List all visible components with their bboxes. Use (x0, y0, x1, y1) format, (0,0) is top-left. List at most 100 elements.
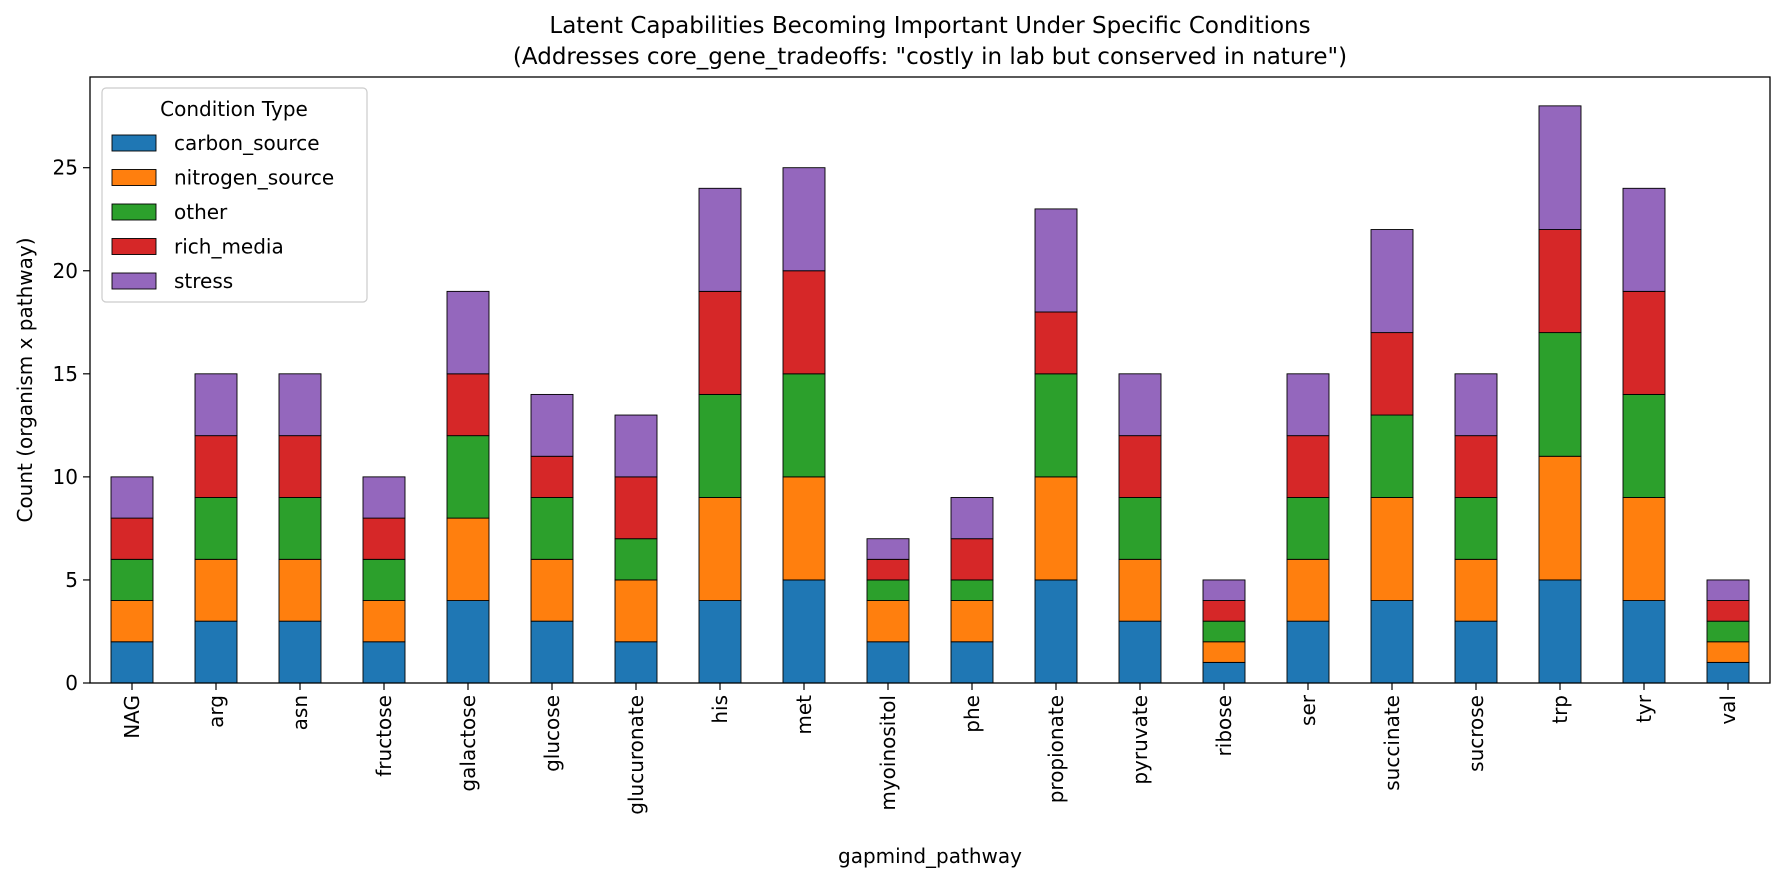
bar-segment-trp-nitrogen_source (1538, 455, 1582, 581)
x-tick-label-glucuronate: glucuronate (624, 695, 648, 815)
x-tick-label-ser: ser (1296, 694, 1320, 726)
y-tick-label-25: 25 (53, 156, 78, 180)
x-axis-ticks: NAG arg asn fructose galactose glucose glucuro… (120, 683, 1740, 815)
y-tick-label-10: 10 (53, 465, 78, 489)
bar-segment-propionate-nitrogen_source (1034, 476, 1078, 581)
bar-segment-ser-nitrogen_source (1286, 558, 1330, 622)
bar-segment-val-other (1706, 620, 1750, 643)
bar-segment-galactose-rich_media (446, 373, 490, 437)
bar-segment-myoinositol-stress (866, 538, 910, 560)
legend: Condition Type carbon_source nitrogen_sou… (101, 87, 368, 303)
bar-segment-glucuronate-rich_media (614, 476, 658, 540)
x-tick-label-phe: phe (960, 695, 984, 733)
bar-segment-trp-carbon_source (1538, 579, 1582, 684)
bar-segment-trp-rich_media (1538, 229, 1582, 334)
bar-segment-sucrose-nitrogen_source (1454, 558, 1498, 622)
bar-segment-met-stress (782, 167, 826, 272)
bar-segment-phe-stress (950, 497, 994, 540)
bar-segment-succinate-rich_media (1370, 332, 1414, 416)
bar-segment-fructose-carbon_source (362, 641, 406, 684)
y-tick-label-0: 0 (65, 671, 78, 695)
bar-segment-his-carbon_source (698, 600, 742, 684)
bar-segment-glucose-other (530, 497, 574, 560)
bar-segment-myoinositol-rich_media (866, 558, 910, 581)
y-axis-label: Count (organism x pathway) (13, 237, 37, 522)
bar-segment-NAG-rich_media (110, 517, 154, 560)
bar-segment-arg-rich_media (194, 435, 238, 498)
y-tick-label-15: 15 (53, 362, 78, 386)
bar-segment-phe-rich_media (950, 538, 994, 581)
bar-segment-ser-stress (1286, 373, 1330, 437)
y-tick-label-20: 20 (53, 259, 78, 283)
bar-segment-galactose-carbon_source (446, 600, 490, 684)
bar-segment-ribose-nitrogen_source (1202, 641, 1246, 663)
bar-segment-phe-other (950, 579, 994, 602)
bar-segment-his-stress (698, 187, 742, 292)
bar-segment-trp-stress (1538, 105, 1582, 230)
bar-segment-fructose-other (362, 558, 406, 602)
chart-title: Latent Capabilities Becoming Important U… (549, 13, 1310, 39)
legend-label-stress: stress (174, 269, 233, 293)
bar-segment-fructose-rich_media (362, 517, 406, 560)
bar-segment-met-rich_media (782, 270, 826, 375)
bar-segment-pyruvate-nitrogen_source (1118, 558, 1162, 622)
bar-segment-glucose-carbon_source (530, 620, 574, 684)
x-tick-label-sucrose: sucrose (1464, 695, 1488, 772)
bar-segment-fructose-nitrogen_source (362, 600, 406, 643)
bar-segment-propionate-rich_media (1034, 311, 1078, 375)
bar-segment-tyr-carbon_source (1622, 600, 1666, 684)
x-tick-label-propionate: propionate (1044, 695, 1068, 803)
bar-segment-glucuronate-carbon_source (614, 641, 658, 684)
bar-segment-propionate-carbon_source (1034, 579, 1078, 684)
bar-segment-met-nitrogen_source (782, 476, 826, 581)
bar-segment-ser-rich_media (1286, 435, 1330, 498)
x-tick-label-asn: asn (288, 695, 312, 730)
bar-segment-phe-carbon_source (950, 641, 994, 684)
bars-layer (110, 105, 1750, 684)
bar-segment-sucrose-stress (1454, 373, 1498, 437)
bar-segment-NAG-carbon_source (110, 641, 154, 684)
legend-title: Condition Type (160, 97, 308, 121)
bar-segment-asn-other (278, 497, 322, 560)
bar-segment-tyr-stress (1622, 187, 1666, 292)
x-tick-label-his: his (708, 695, 732, 724)
bar-segment-asn-stress (278, 373, 322, 437)
bar-segment-glucose-rich_media (530, 455, 574, 498)
x-tick-label-glucose: glucose (540, 695, 564, 772)
bar-segment-ser-other (1286, 497, 1330, 560)
bar-segment-glucuronate-nitrogen_source (614, 579, 658, 643)
bar-segment-NAG-stress (110, 476, 154, 519)
x-tick-label-succinate: succinate (1380, 695, 1404, 791)
bar-segment-arg-other (194, 497, 238, 560)
bar-segment-ser-carbon_source (1286, 620, 1330, 684)
legend-swatch-other (111, 203, 157, 221)
bar-segment-arg-carbon_source (194, 620, 238, 684)
bar-segment-ribose-other (1202, 620, 1246, 643)
bar-segment-arg-stress (194, 373, 238, 437)
legend-swatch-rich_media (111, 238, 157, 255)
bar-segment-succinate-other (1370, 414, 1414, 498)
x-tick-label-arg: arg (204, 695, 228, 728)
bar-segment-tyr-rich_media (1622, 290, 1666, 395)
x-tick-label-myoinositol: myoinositol (876, 695, 900, 811)
legend-label-other: other (174, 200, 228, 224)
legend-label-rich_media: rich_media (174, 235, 284, 259)
bar-segment-pyruvate-carbon_source (1118, 620, 1162, 684)
bar-segment-propionate-other (1034, 373, 1078, 478)
x-tick-label-ribose: ribose (1212, 695, 1236, 756)
bar-segment-val-rich_media (1706, 600, 1750, 622)
bar-segment-asn-rich_media (278, 435, 322, 498)
bar-segment-val-stress (1706, 579, 1750, 602)
bar-segment-arg-nitrogen_source (194, 558, 238, 622)
bar-segment-glucuronate-other (614, 538, 658, 581)
bar-segment-met-carbon_source (782, 579, 826, 684)
bar-segment-NAG-nitrogen_source (110, 600, 154, 643)
bar-segment-fructose-stress (362, 476, 406, 519)
bar-segment-glucose-stress (530, 393, 574, 457)
y-axis-ticks: 0 5 10 15 20 25 (53, 156, 90, 695)
bar-segment-val-carbon_source (1706, 661, 1750, 684)
bar-segment-trp-other (1538, 332, 1582, 457)
bar-segment-ribose-stress (1202, 579, 1246, 602)
